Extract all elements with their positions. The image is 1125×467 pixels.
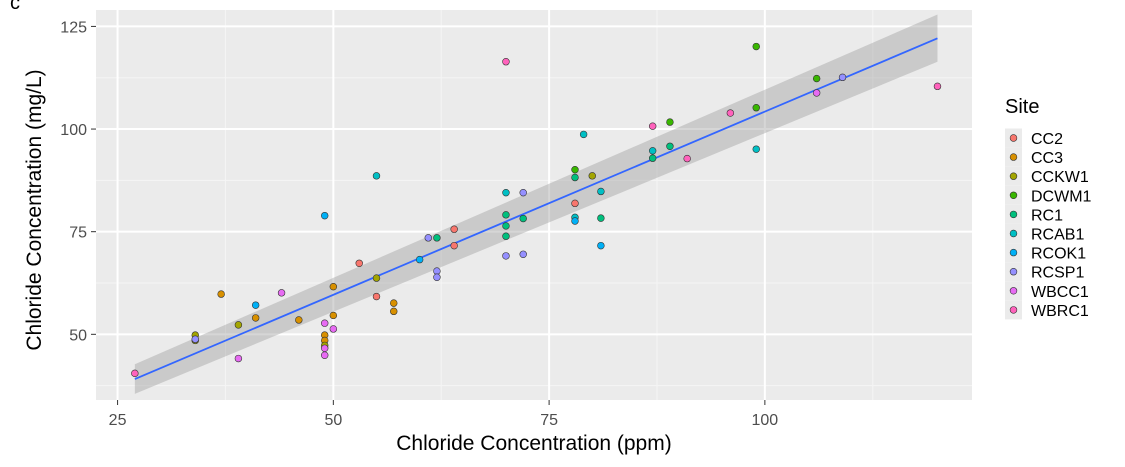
data-point-rcab1	[579, 130, 588, 139]
data-point-cc3	[390, 299, 398, 307]
y-tick-label: 50	[69, 327, 87, 344]
data-point-cc2	[372, 292, 381, 301]
legend-key-cc3	[1009, 153, 1018, 161]
regression-line	[134, 37, 938, 380]
data-point-wbcc1	[321, 344, 329, 352]
legend-key-cc2	[1009, 134, 1018, 142]
confidence-band	[134, 14, 938, 394]
data-point-dcwm1	[571, 165, 579, 174]
data-point-wbrc1	[683, 154, 691, 163]
data-point-cckw1	[234, 321, 243, 329]
data-point-cc2	[450, 241, 458, 250]
data-point-wbcc1	[277, 289, 286, 297]
data-point-rcok1	[321, 211, 329, 220]
data-point-wbcc1	[812, 89, 821, 97]
x-tick-label: 100	[752, 412, 779, 429]
data-point-cc2	[571, 199, 579, 208]
legend-key-rcab1	[1009, 229, 1018, 238]
data-point-rcsp1	[519, 188, 527, 197]
panel-label: c	[10, 0, 20, 14]
data-point-rc1	[666, 142, 674, 150]
data-point-wbcc1	[321, 319, 329, 327]
legend-label-dcwm1: DCWM1	[1031, 188, 1092, 205]
data-point-rcsp1	[838, 73, 847, 82]
data-point-cc3	[251, 314, 260, 322]
data-point-rcok1	[597, 241, 605, 250]
data-point-wbcc1	[329, 325, 338, 333]
data-point-cc3	[217, 290, 225, 298]
data-point-rcab1	[502, 188, 510, 197]
data-point-rcab1	[752, 145, 760, 153]
data-point-wbrc1	[726, 109, 735, 117]
legend-key-rc1	[1009, 210, 1018, 219]
data-point-wbrc1	[131, 369, 139, 378]
data-point-cc2	[355, 259, 363, 267]
data-point-rcab1	[372, 172, 381, 180]
data-point-rcsp1	[433, 267, 441, 275]
data-point-cc3	[329, 311, 338, 320]
data-point-rcsp1	[502, 252, 510, 260]
legend-key-rcok1	[1009, 248, 1018, 257]
legend-key-rcsp1	[1009, 268, 1018, 276]
x-axis-title: Chloride Concentration (ppm)	[396, 432, 671, 455]
data-point-wbrc1	[648, 122, 657, 130]
data-point-wbcc1	[234, 354, 243, 363]
legend-label-wbcc1: WBCC1	[1031, 284, 1089, 301]
x-tick-label: 50	[324, 412, 342, 429]
data-point-rcok1	[251, 301, 260, 309]
data-point-dcwm1	[812, 74, 821, 83]
data-point-wbcc1	[321, 351, 329, 359]
data-point-rc1	[571, 173, 579, 182]
data-point-rc1	[502, 222, 510, 230]
data-point-rcab1	[648, 147, 657, 155]
data-point-dcwm1	[666, 118, 674, 126]
data-point-cc3	[329, 282, 338, 291]
data-point-rc1	[502, 232, 510, 240]
legend-label-wbrc1: WBRC1	[1031, 303, 1089, 320]
data-point-rc1	[597, 214, 605, 222]
legend-label-rcok1: RCOK1	[1031, 246, 1086, 263]
y-tick-label: 75	[69, 225, 87, 242]
x-tick-label: 75	[540, 412, 558, 429]
legend-label-rcsp1: RCSP1	[1031, 265, 1084, 282]
y-axis-title: Chloride Concentration (mg/L)	[23, 69, 46, 350]
data-point-rcab1	[597, 187, 605, 196]
y-tick-label: 125	[60, 19, 87, 36]
data-point-rcsp1	[433, 273, 441, 281]
data-point-dcwm1	[752, 42, 760, 51]
data-point-cckw1	[588, 172, 596, 180]
data-point-rc1	[648, 154, 657, 162]
legend-key-dcwm1	[1009, 191, 1018, 200]
legend-label-rc1: RC1	[1031, 207, 1063, 224]
data-point-cc3	[295, 316, 303, 324]
data-point-cc3	[390, 307, 398, 316]
data-point-wbrc1	[933, 82, 942, 91]
data-point-wbrc1	[502, 58, 510, 66]
legend-label-cc2: CC2	[1031, 131, 1063, 148]
data-point-rcok1	[415, 255, 424, 264]
data-point-rcsp1	[424, 234, 432, 242]
data-point-rcsp1	[519, 250, 527, 258]
y-tick-label: 100	[60, 122, 87, 139]
x-tick-label: 25	[109, 412, 127, 429]
legend-key-cckw1	[1009, 172, 1018, 180]
data-point-cc2	[450, 225, 458, 233]
legend-key-wbcc1	[1009, 287, 1018, 295]
legend-key-wbrc1	[1009, 306, 1018, 314]
data-point-cckw1	[372, 274, 381, 282]
data-point-rc1	[433, 234, 441, 242]
legend-label-cc3: CC3	[1031, 150, 1063, 167]
legend-label-rcab1: RCAB1	[1031, 227, 1084, 244]
data-point-rcsp1	[191, 335, 199, 343]
data-point-rcok1	[571, 217, 579, 225]
legend-title: Site	[1005, 96, 1039, 118]
data-point-dcwm1	[752, 104, 760, 112]
data-point-rc1	[519, 214, 527, 223]
legend-label-cckw1: CCKW1	[1031, 169, 1089, 186]
data-point-rc1	[502, 211, 510, 219]
